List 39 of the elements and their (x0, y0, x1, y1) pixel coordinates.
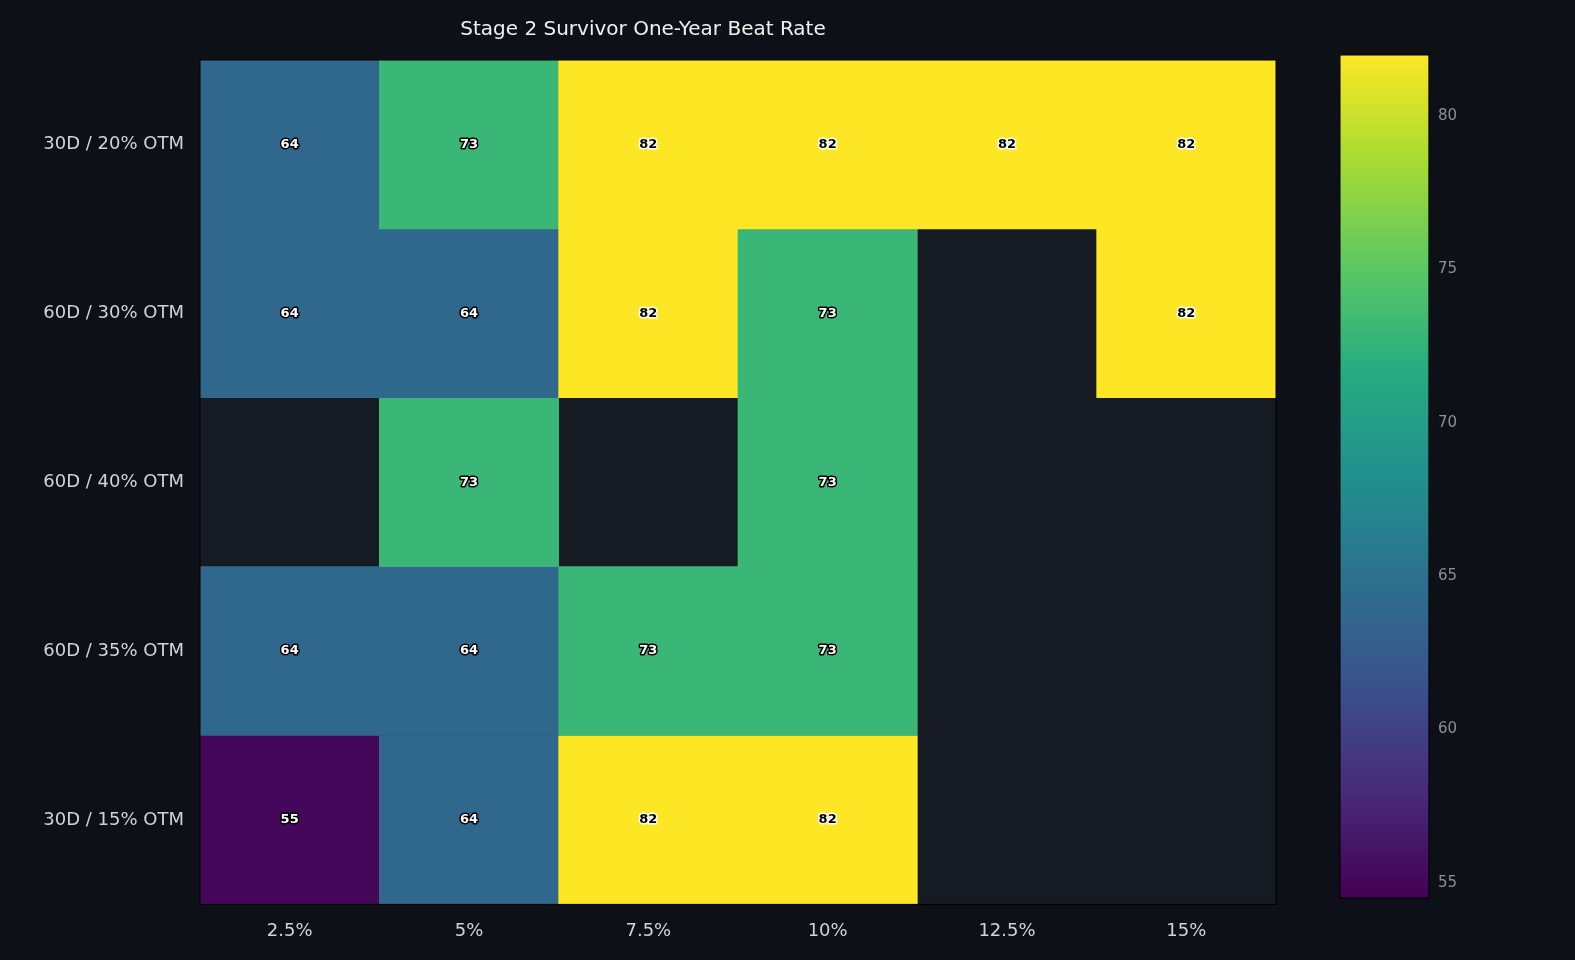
data-label: 82 (639, 811, 658, 827)
color-bar-label: 80 (1437, 106, 1458, 125)
data-label: 82 (639, 135, 658, 151)
data-label: 73 (459, 135, 479, 151)
data-label: 82 (997, 135, 1017, 151)
x-tick-label: 7.5% (625, 918, 672, 940)
data-label: 55 (280, 811, 299, 827)
data-label: 73 (818, 642, 837, 658)
data-label: 64 (280, 135, 299, 151)
data-label: 73 (459, 473, 479, 489)
data-label: 73 (818, 304, 837, 320)
x-tick-label: 10% (807, 918, 848, 940)
x-tick-label: 5% (454, 918, 484, 940)
data-label: 82 (1177, 304, 1196, 320)
data-label: 73 (639, 642, 658, 658)
y-tick-label: 30D / 20% OTM (43, 132, 184, 154)
y-tick-label: 60D / 35% OTM (43, 638, 184, 660)
data-label: 64 (459, 811, 479, 827)
data-label: 82 (639, 304, 658, 320)
color-bar-label: 65 (1437, 566, 1458, 585)
data-label: 64 (459, 304, 479, 320)
color-bar-label: 55 (1437, 872, 1458, 891)
x-tick-label: 2.5% (266, 918, 313, 940)
y-tick-label: 30D / 15% OTM (43, 807, 184, 829)
x-tick-label: 12.5% (978, 918, 1036, 940)
color-bar-label: 75 (1437, 259, 1458, 278)
y-tick-label: 60D / 40% OTM (43, 469, 184, 491)
data-label: 82 (1177, 135, 1196, 151)
data-label: 64 (459, 642, 479, 658)
data-label: 82 (818, 811, 837, 827)
data-label: 82 (818, 135, 837, 151)
chart-title: Stage 2 Survivor One-Year Beat Rate (460, 16, 826, 41)
data-label: 64 (280, 642, 299, 658)
color-bar-label: 70 (1437, 412, 1458, 431)
color-bar-label: 60 (1437, 719, 1458, 738)
data-label: 64 (280, 304, 299, 320)
y-tick-label: 60D / 30% OTM (43, 300, 184, 322)
data-label: 73 (818, 473, 837, 489)
x-tick-label: 15% (1166, 918, 1207, 940)
